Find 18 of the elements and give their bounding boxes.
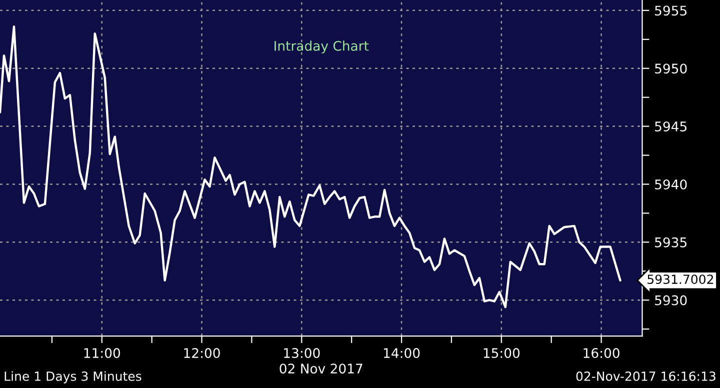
y-tick-label: 5955 bbox=[655, 6, 686, 16]
x-axis-title: 02 Nov 2017 bbox=[280, 364, 362, 374]
x-tick-label: 14:00 bbox=[384, 348, 420, 358]
y-tick-label: 5945 bbox=[655, 122, 686, 132]
text: Line 1 Days 3 Minutes bbox=[4, 371, 142, 384]
annotation: 5931.7002 bbox=[648, 274, 713, 284]
x-tick-label: 13:00 bbox=[284, 348, 320, 358]
x-tick-label: 12:00 bbox=[184, 348, 220, 358]
x-tick-label: 16:00 bbox=[584, 348, 620, 358]
line-series bbox=[0, 26, 622, 308]
y-tick-label: 5930 bbox=[655, 295, 687, 306]
text: Intraday Chart bbox=[274, 40, 369, 54]
x-tick-label: 11:00 bbox=[84, 348, 120, 358]
y-tick-label: 5935 bbox=[655, 237, 686, 248]
y-tick-label: 5950 bbox=[655, 64, 687, 74]
x-tick-label: 15:00 bbox=[484, 348, 520, 358]
text: 02-Nov-2017 16:16:13 bbox=[576, 371, 716, 381]
y-tick-label: 5940 bbox=[655, 179, 687, 190]
